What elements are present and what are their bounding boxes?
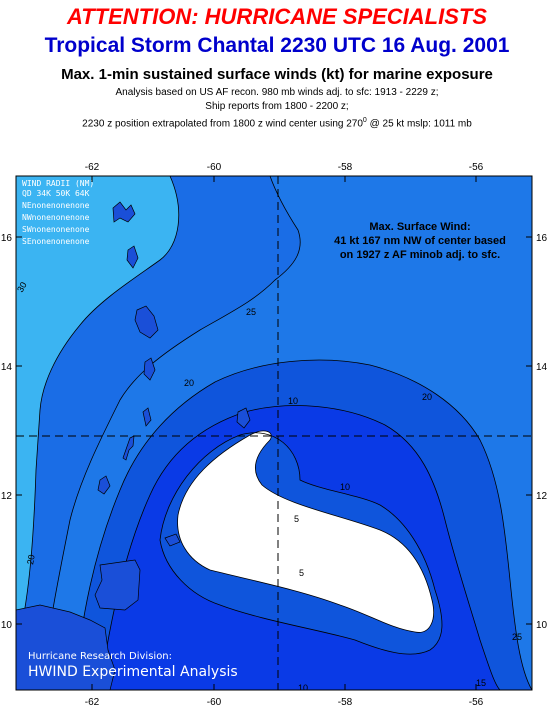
contour-label: 10: [340, 482, 350, 492]
contour-label: 25: [246, 307, 256, 317]
contour-label: 20: [422, 392, 432, 402]
wind-band-25-30: [16, 176, 301, 690]
wind-band-lt5: [177, 430, 434, 633]
island-st-lucia: [143, 357, 156, 381]
lat-label-left: 10: [1, 620, 13, 631]
max-wind-title: Max. Surface Wind:: [369, 221, 470, 233]
ship-note: Ship reports from 1800 - 2200 z;: [205, 101, 349, 112]
wind-radii-header: QD 34K 50K 64K: [22, 189, 90, 198]
lat-label-left: 16: [1, 233, 13, 244]
attention-banner: ATTENTION: HURRICANE SPECIALISTS: [66, 4, 488, 29]
position-prefix: 2230 z position extrapolated from 1800 z…: [82, 118, 363, 130]
position-note: 2230 z position extrapolated from 1800 z…: [0, 117, 554, 129]
contour-label: 20: [184, 378, 194, 388]
lat-label-left: 12: [1, 491, 13, 502]
island-martinique: [134, 305, 159, 339]
wind-analysis-map: 30 25 20 10 5 10 5 10 15 20 25 20 WIND R…: [1, 162, 548, 708]
island-trinidad: [94, 559, 141, 611]
lat-label-right: 12: [536, 491, 548, 502]
lon-label-top: -58: [338, 162, 353, 173]
island-guadeloupe: [112, 201, 136, 223]
map-frame: [15, 175, 533, 691]
wind-radii-row-ne: NEnonenonenone: [22, 201, 90, 210]
contour-label: 15: [476, 678, 486, 688]
contour-label: 30: [15, 280, 29, 294]
lon-label-top: -56: [469, 162, 484, 173]
analysis-note: Analysis based on US AF recon. 980 mb wi…: [115, 87, 439, 98]
max-wind-detail: 41 kt 167 nm NW of center based: [334, 235, 506, 247]
position-suffix: @ 25 kt mslp: 1011 mb: [366, 118, 472, 130]
wind-radii-row-sw: SWnonenonenone: [22, 225, 90, 234]
contour-label: 10: [288, 396, 298, 406]
lon-label-bottom: -56: [469, 697, 484, 708]
island-barbados: [236, 407, 251, 429]
contour-label: 25: [512, 632, 522, 642]
contour-label: 5: [294, 514, 299, 524]
coast-venezuela: [16, 604, 116, 690]
credit-product: HWIND Experimental Analysis: [28, 664, 238, 680]
position-degree: 0: [362, 117, 367, 124]
max-wind-basis: on 1927 z AF minob adj. to sfc.: [340, 249, 500, 261]
island-tobago: [164, 533, 181, 547]
island-st-vincent: [142, 407, 152, 427]
lon-label-bottom: -60: [207, 697, 222, 708]
island-grenada: [97, 475, 111, 495]
lon-label-top: -60: [207, 162, 222, 173]
credit-division: Hurricane Research Division:: [28, 651, 172, 662]
contour-label: 10: [298, 683, 308, 693]
contour-label: 5: [299, 568, 304, 578]
wind-radii-row-nw: NWnonenonenone: [22, 213, 90, 222]
island-dominica: [126, 245, 139, 269]
wind-radii-title: WIND RADII (NM): [22, 179, 94, 188]
metric-subtitle: Max. 1-min sustained surface winds (kt) …: [61, 66, 493, 83]
lat-label-right: 14: [536, 362, 548, 373]
lat-label-right: 10: [536, 620, 548, 631]
lat-label-left: 14: [1, 362, 13, 373]
wind-band-30plus: [16, 176, 179, 650]
lon-label-top: -62: [85, 162, 100, 173]
wind-radii-row-se: SEnonenonenone: [22, 237, 90, 246]
lon-label-bottom: -62: [85, 697, 100, 708]
lat-label-right: 16: [536, 233, 548, 244]
contour-label: 20: [25, 554, 37, 566]
lon-label-bottom: -58: [338, 697, 353, 708]
storm-title: Tropical Storm Chantal 2230 UTC 16 Aug. …: [44, 34, 510, 57]
